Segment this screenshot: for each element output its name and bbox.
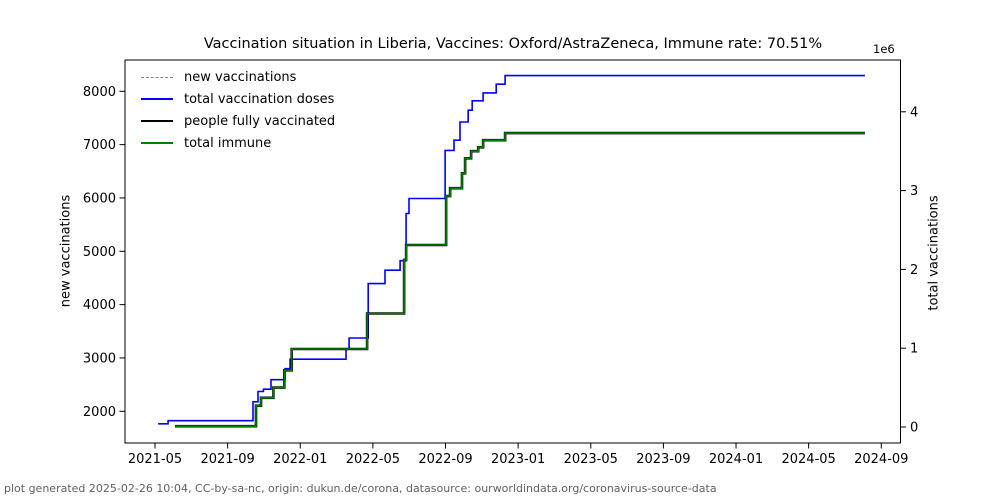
tick-label: 2022-05: [346, 452, 400, 467]
tick-label: 3: [910, 184, 918, 199]
left-axis-label: new vaccinations: [58, 194, 74, 308]
series-line-total-immune: [175, 132, 865, 427]
tick-label: 2: [910, 263, 918, 278]
legend-label: new vaccinations: [184, 69, 297, 85]
legend-label: people fully vaccinated: [184, 113, 336, 129]
tick-label: 2023-01: [491, 452, 545, 467]
legend-item: total vaccination doses: [141, 88, 335, 110]
legend-item: people fully vaccinated: [141, 110, 335, 132]
footer-note: plot generated 2025-02-26 10:04, CC-by-s…: [4, 482, 717, 495]
tick-label: 2024-09: [854, 452, 908, 467]
tick-label: 5000: [83, 245, 116, 260]
tick-label: 0: [910, 421, 918, 436]
dashed-line-swatch-icon: [141, 76, 173, 78]
right-axis-multiplier: 1e6: [873, 42, 895, 56]
tick-label: 3000: [83, 351, 116, 366]
tick-label: 4000: [83, 298, 116, 313]
blue-line-swatch-icon: [141, 98, 173, 100]
right-axis-label: total vaccinations: [926, 195, 942, 311]
tick-label: 2023-05: [564, 452, 618, 467]
black-line-swatch-icon: [141, 120, 173, 122]
tick-label: 2000: [83, 405, 116, 420]
legend-label: total vaccination doses: [184, 91, 335, 107]
series-line-total-vaccination-doses: [158, 74, 865, 425]
legend-label: total immune: [184, 135, 272, 151]
tick-label: 2022-01: [273, 452, 327, 467]
series-line-people-fully-vaccinated: [175, 131, 865, 428]
tick-label: 2021-05: [128, 452, 182, 467]
green-line-swatch-icon: [141, 142, 173, 144]
tick-label: 8000: [83, 85, 116, 100]
legend: new vaccinations total vaccination doses…: [141, 66, 335, 154]
tick-label: 2024-01: [709, 452, 763, 467]
tick-label: 2024-05: [781, 452, 835, 467]
legend-item: new vaccinations: [141, 66, 335, 88]
chart-title: Vaccination situation in Liberia, Vaccin…: [203, 36, 823, 52]
legend-item: total immune: [141, 132, 335, 154]
tick-label: 2022-09: [418, 452, 472, 467]
tick-label: 7000: [83, 138, 116, 153]
tick-label: 6000: [83, 191, 116, 206]
tick-label: 2023-09: [636, 452, 690, 467]
tick-label: 4: [910, 105, 918, 120]
tick-label: 1: [910, 342, 918, 357]
tick-label: 2021-09: [200, 452, 254, 467]
